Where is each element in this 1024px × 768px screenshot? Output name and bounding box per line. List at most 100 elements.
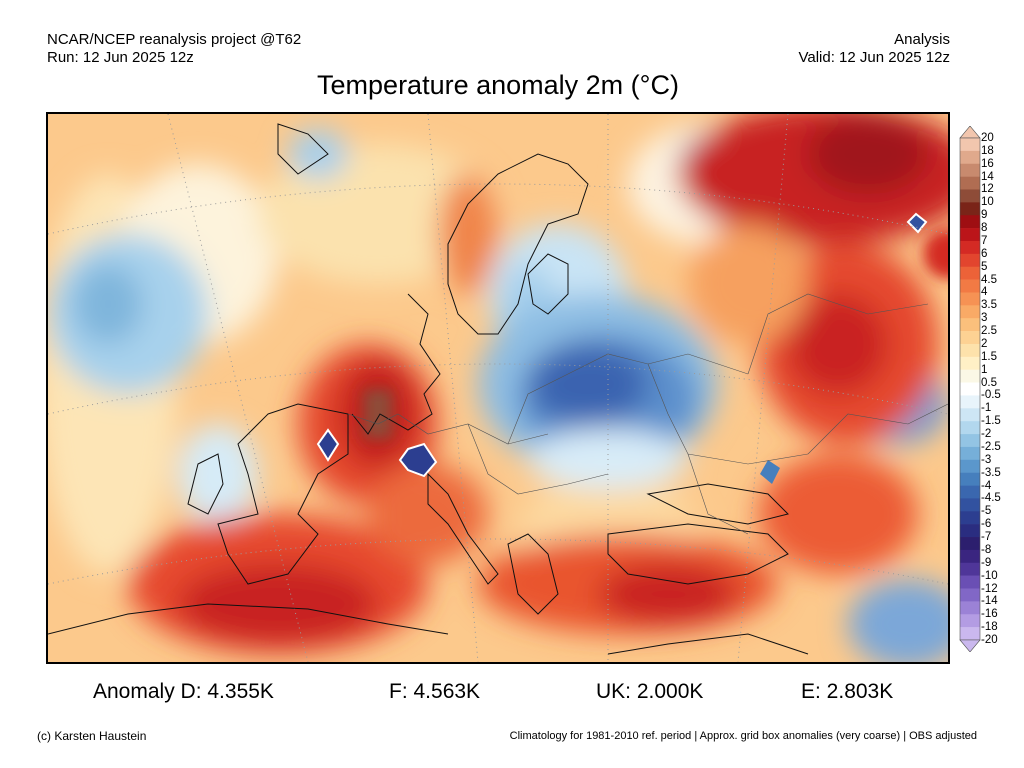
colorbar-band (960, 627, 980, 641)
colorbar-tick-label: -0.5 (981, 389, 1001, 402)
colorbar-band (960, 549, 980, 564)
credit: (c) Karsten Haustein (37, 729, 147, 743)
map-title: Temperature anomaly 2m (°C) (317, 70, 679, 100)
colorbar-tick-label: -10 (981, 569, 998, 582)
colorbar-band (960, 279, 980, 293)
colorbar-tick-label: 10 (981, 196, 994, 209)
colorbar-band (960, 331, 980, 345)
colorbar-tick-label: -2 (981, 428, 992, 441)
gridbox-cold-1 (316, 428, 340, 462)
colorbar-band (960, 395, 980, 409)
colorbar-tick-label: 3.5 (981, 299, 997, 312)
colorbar-band (960, 292, 980, 306)
anomaly-e: E: 2.803K (801, 680, 894, 703)
colorbar-band (960, 601, 980, 615)
colorbar-tick-label: -3 (981, 453, 992, 466)
colorbar-band (960, 485, 980, 499)
colorbar-band (960, 202, 980, 216)
colorbar-band (960, 382, 980, 396)
colorbar-tick-label: -9 (981, 556, 992, 569)
colorbar-band (960, 150, 980, 165)
colorbar-band (960, 176, 980, 190)
colorbar-tick-label: 2.5 (981, 325, 997, 338)
run-label: Run: 12 Jun 2025 12z (47, 49, 194, 66)
colorbar-band (960, 472, 980, 486)
colorbar-bottom-arrow (959, 639, 981, 652)
header-right: Analysis Valid: 12 Jun 2025 12z (798, 31, 950, 67)
colorbar-tick-label: -5 (981, 505, 992, 518)
anomaly-map (46, 112, 950, 664)
colorbar-tick-label: -2.5 (981, 440, 1001, 453)
gridbox-cold-2 (398, 442, 438, 478)
colorbar-band (960, 343, 980, 358)
colorbar-band (960, 434, 980, 448)
colorbar-top-arrow (959, 126, 981, 139)
colorbar-band (960, 240, 980, 255)
colorbar-band (960, 253, 980, 268)
colorbar-band (960, 575, 980, 589)
anomaly-field (48, 114, 948, 662)
gridbox-cold-3 (906, 212, 928, 234)
colorbar-band (960, 163, 980, 177)
colorbar-tick-label: 14 (981, 170, 994, 183)
gridbox-cold-4 (760, 460, 780, 484)
colorbar-band (960, 305, 980, 319)
colorbar-tick-label: -18 (981, 621, 998, 634)
colorbar-tick-label: 18 (981, 144, 994, 157)
colorbar (959, 126, 981, 652)
colorbar-band (960, 511, 980, 525)
colorbar-tick-label: 5 (981, 260, 988, 273)
colorbar-tick-label: -20 (981, 634, 998, 646)
colorbar-tick-label: 9 (981, 209, 988, 222)
colorbar-band (960, 408, 980, 422)
colorbar-tick-label: 7 (981, 234, 988, 247)
colorbar-tick-label: -7 (981, 531, 992, 544)
anomaly-d: Anomaly D: 4.355K (93, 680, 274, 703)
anomaly-uk: UK: 2.000K (596, 680, 704, 703)
climatology-note: Climatology for 1981-2010 ref. period | … (509, 730, 977, 742)
colorbar-tick-label: 16 (981, 157, 994, 170)
colorbar-tick-label: -1 (981, 402, 992, 415)
colorbar-tick-label: -4.5 (981, 492, 1001, 505)
colorbar-band (960, 228, 980, 242)
colorbar-band (960, 562, 980, 576)
colorbar-tick-label: 12 (981, 183, 994, 196)
colorbar-tick-label: -1.5 (981, 415, 1001, 428)
colorbar-band (960, 537, 980, 551)
colorbar-band (960, 498, 980, 512)
map-canvas (48, 114, 948, 662)
colorbar-band (960, 524, 980, 538)
colorbar-band (960, 189, 980, 203)
anomaly-hotspots (363, 229, 948, 439)
coastlines (48, 123, 809, 655)
anomaly-f: F: 4.563K (389, 680, 481, 703)
colorbar-band (960, 215, 980, 229)
colorbar-band (960, 446, 980, 461)
valid-label: Valid: 12 Jun 2025 12z (798, 49, 950, 66)
colorbar-band (960, 459, 980, 473)
colorbar-tick-label: 4 (981, 286, 988, 299)
colorbar-band (960, 266, 980, 280)
colorbar-tick-label: -4 (981, 479, 992, 492)
model-label: NCAR/NCEP reanalysis project @T62 (47, 31, 302, 48)
colorbar-tick-label: -14 (981, 595, 998, 608)
header-left: NCAR/NCEP reanalysis project @T62 Run: 1… (47, 31, 301, 67)
colorbar-tick-label: -12 (981, 582, 998, 595)
colorbar-tick-label: -8 (981, 543, 992, 556)
colorbar-tick-label: -16 (981, 608, 998, 621)
colorbar-band (960, 318, 980, 332)
colorbar-tick-label: -6 (981, 518, 992, 531)
colorbar-band (960, 614, 980, 628)
colorbar-tick-label: 4.5 (981, 273, 997, 286)
graticule (48, 114, 948, 662)
analysis-label: Analysis (894, 31, 950, 48)
colorbar-tick-label: 2 (981, 337, 988, 350)
colorbar-tick-label: 6 (981, 247, 988, 260)
colorbar-band (960, 588, 980, 602)
colorbar-tick-label: 3 (981, 312, 988, 325)
colorbar-tick-label: 20 (981, 132, 994, 144)
colorbar-band (960, 138, 980, 152)
colorbar-band (960, 369, 980, 383)
colorbar-tick-label: 1 (981, 363, 988, 376)
colorbar-band (960, 356, 980, 370)
